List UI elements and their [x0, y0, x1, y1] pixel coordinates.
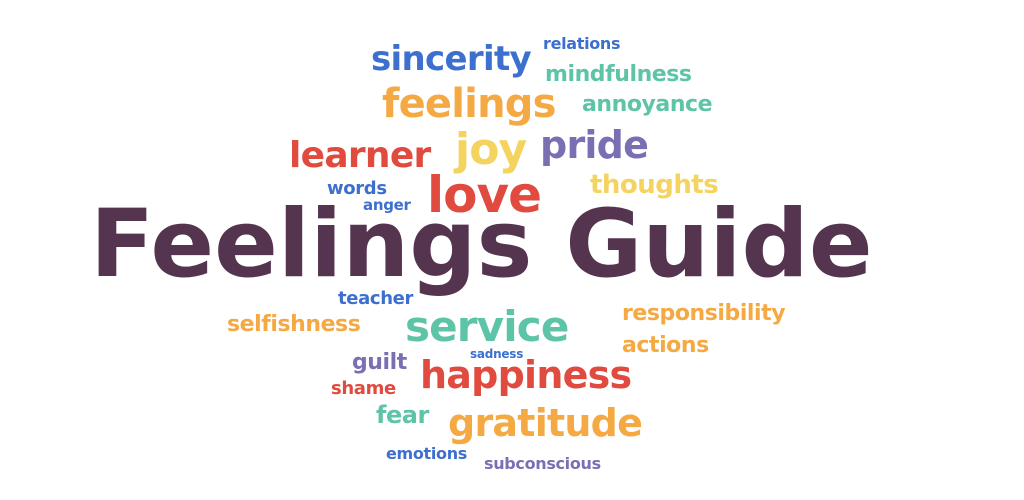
word-service: service	[405, 302, 569, 351]
word-teacher: teacher	[338, 288, 414, 309]
word-annoyance: annoyance	[582, 92, 713, 117]
word-feelings: feelings	[382, 81, 556, 127]
word-joy: joy	[455, 124, 527, 175]
word-mindfulness: mindfulness	[545, 62, 692, 87]
word-love: love	[427, 166, 542, 224]
word-sadness: sadness	[470, 347, 524, 361]
word-thoughts: thoughts	[590, 170, 719, 200]
page-title: Feelings Guide	[90, 190, 873, 299]
word-guilt: guilt	[352, 350, 407, 375]
word-selfishness: selfishness	[227, 312, 361, 337]
word-anger: anger	[363, 196, 411, 214]
word-sincerity: sincerity	[371, 39, 532, 79]
word-fear: fear	[376, 401, 429, 429]
word-relations: relations	[543, 34, 621, 53]
word-actions: actions	[622, 333, 709, 358]
word-shame: shame	[331, 378, 396, 399]
word-responsibility: responsibility	[622, 301, 786, 326]
word-words: words	[327, 178, 387, 199]
word-learner: learner	[289, 135, 431, 176]
word-gratitude: gratitude	[448, 401, 643, 445]
word-pride: pride	[540, 123, 649, 167]
word-emotions: emotions	[386, 444, 467, 463]
word-happiness: happiness	[420, 353, 632, 397]
word-subconscious: subconscious	[484, 454, 601, 473]
